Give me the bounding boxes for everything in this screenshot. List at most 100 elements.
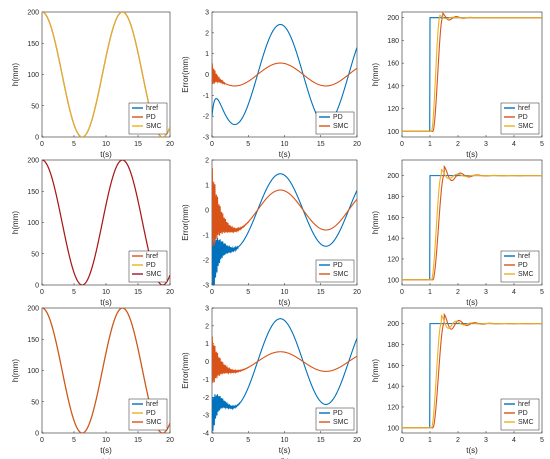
y-tick-label: 200 xyxy=(387,321,399,328)
x-tick-label: 5 xyxy=(540,437,544,444)
x-tick-label: 0 xyxy=(210,437,214,444)
y-axis-label: h(mm) xyxy=(371,359,380,382)
y-tick-label: 0 xyxy=(205,359,209,366)
x-tick-label: 2 xyxy=(456,141,460,148)
y-tick-label: 1 xyxy=(205,51,209,58)
series-line-SMC xyxy=(402,314,542,429)
legend-entry: PD xyxy=(146,410,156,417)
x-tick-label: 10 xyxy=(281,141,289,148)
y-tick-label: 100 xyxy=(387,277,399,284)
y-tick-label: 200 xyxy=(27,306,39,313)
y-tick-label: 2 xyxy=(205,30,209,37)
legend-entry: PD xyxy=(146,262,156,269)
x-tick-label: 0 xyxy=(400,437,404,444)
x-tick-label: 15 xyxy=(317,141,325,148)
x-tick-label: 5 xyxy=(540,289,544,296)
x-tick-label: 20 xyxy=(353,289,361,296)
series-line-SMC xyxy=(212,62,357,87)
y-tick-label: -1 xyxy=(203,93,209,100)
x-tick-label: 20 xyxy=(353,437,361,444)
x-tick-label: 15 xyxy=(134,437,142,444)
panel-g: 05101520050100150200t(s)h(mm)(g)hrefPDSM… xyxy=(11,306,174,459)
x-tick-label: 0 xyxy=(40,289,44,296)
series-line-SMC xyxy=(402,14,542,132)
y-tick-label: 160 xyxy=(387,215,399,222)
y-tick-label: 1 xyxy=(205,341,209,348)
x-tick-label: 4 xyxy=(512,289,516,296)
y-tick-label: 2 xyxy=(205,158,209,165)
panel-a: 05101520050100150200t(s)h(mm)(a)hrefPDSM… xyxy=(11,10,174,173)
y-tick-label: -2 xyxy=(203,258,209,265)
y-tick-label: 100 xyxy=(27,72,39,79)
x-tick-label: 4 xyxy=(512,141,516,148)
series-line-PD xyxy=(212,173,357,285)
legend-entry: href xyxy=(146,105,158,112)
x-tick-label: 15 xyxy=(134,289,142,296)
x-tick-label: 10 xyxy=(102,141,110,148)
y-tick-label: 200 xyxy=(387,173,399,180)
legend-entry: PD xyxy=(333,410,343,417)
panel-caption: (h) xyxy=(279,457,291,459)
x-tick-label: 15 xyxy=(134,141,142,148)
x-tick-label: 1 xyxy=(428,437,432,444)
x-tick-label: 0 xyxy=(40,437,44,444)
y-tick-label: 180 xyxy=(387,194,399,201)
x-tick-label: 10 xyxy=(102,437,110,444)
legend-entry: PD xyxy=(333,114,343,121)
y-tick-label: 200 xyxy=(27,158,39,165)
y-tick-label: 0 xyxy=(35,283,39,290)
y-tick-label: 100 xyxy=(387,425,399,432)
x-axis-label: t(s) xyxy=(466,150,478,159)
y-tick-label: -1 xyxy=(203,377,209,384)
y-axis-label: h(mm) xyxy=(371,63,380,86)
legend-entry: href xyxy=(518,105,530,112)
x-tick-label: 20 xyxy=(166,437,174,444)
plot-area xyxy=(211,11,358,138)
series-line-SMC xyxy=(212,167,357,246)
legend-entry: SMC xyxy=(518,123,534,130)
x-tick-label: 10 xyxy=(281,437,289,444)
panel-caption: (i) xyxy=(468,457,477,459)
panel-c: 012345100120140160180200t(s)h(mm)(c)href… xyxy=(371,11,544,172)
panel-d: 05101520050100150200t(s)h(mm)(d)hrefPDSM… xyxy=(11,158,174,321)
legend-entry: href xyxy=(146,401,158,408)
y-tick-label: 0 xyxy=(205,72,209,79)
legend-entry: PD xyxy=(333,262,343,269)
y-tick-label: 50 xyxy=(31,251,39,258)
x-tick-label: 0 xyxy=(210,141,214,148)
y-tick-label: 180 xyxy=(387,38,399,45)
x-tick-label: 5 xyxy=(540,141,544,148)
legend-entry: SMC xyxy=(333,271,349,278)
y-axis-label: Error(mm) xyxy=(181,352,190,389)
x-tick-label: 10 xyxy=(102,289,110,296)
y-tick-label: -3 xyxy=(203,413,209,420)
x-tick-label: 5 xyxy=(246,289,250,296)
y-axis-label: h(mm) xyxy=(11,63,20,86)
y-tick-label: 160 xyxy=(387,61,399,68)
legend-entry: SMC xyxy=(146,419,162,426)
x-tick-label: 0 xyxy=(400,289,404,296)
x-tick-label: 3 xyxy=(484,437,488,444)
x-tick-label: 20 xyxy=(353,141,361,148)
y-tick-label: 3 xyxy=(205,306,209,313)
legend-entry: SMC xyxy=(333,123,349,130)
x-tick-label: 1 xyxy=(428,289,432,296)
legend-entry: SMC xyxy=(146,123,162,130)
x-tick-label: 5 xyxy=(72,141,76,148)
x-axis-label: t(s) xyxy=(100,446,112,455)
y-tick-label: 120 xyxy=(387,256,399,263)
y-tick-label: 140 xyxy=(387,83,399,90)
x-axis-label: t(s) xyxy=(100,150,112,159)
x-tick-label: 3 xyxy=(484,289,488,296)
x-tick-label: 0 xyxy=(400,141,404,148)
legend-entry: SMC xyxy=(333,419,349,426)
y-tick-label: 140 xyxy=(387,384,399,391)
panel-h: 0 5 10 15 20 -4 -3 -2 -1 0 1 2 3 t(s) Error(mm) (h) PD SM… xyxy=(181,306,361,459)
x-tick-label: 20 xyxy=(166,141,174,148)
legend-entry: SMC xyxy=(518,271,534,278)
y-tick-label: 0 xyxy=(205,208,209,215)
x-axis-label: t(s) xyxy=(466,446,478,455)
x-tick-label: 5 xyxy=(246,437,250,444)
